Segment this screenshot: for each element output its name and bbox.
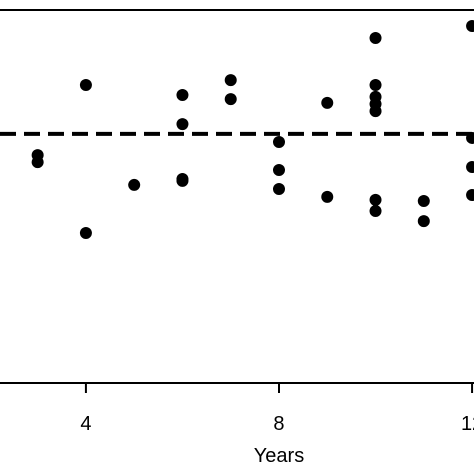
point [272, 164, 285, 177]
x-tick-label: 4 [80, 413, 91, 435]
point [466, 189, 474, 202]
point [369, 105, 382, 118]
point [369, 78, 382, 91]
point [272, 183, 285, 196]
point [417, 194, 430, 207]
point [31, 156, 44, 169]
point [176, 174, 189, 187]
point [79, 227, 92, 240]
x-tick-label: 12 [461, 413, 474, 435]
point [369, 193, 382, 206]
point [79, 78, 92, 91]
point [369, 31, 382, 44]
point [466, 20, 474, 33]
point [321, 96, 334, 109]
point [224, 74, 237, 87]
point [176, 89, 189, 102]
point [466, 131, 474, 144]
point [128, 178, 141, 191]
point [417, 215, 430, 228]
point [224, 93, 237, 106]
point [321, 190, 334, 203]
point [466, 161, 474, 174]
x-axis-label: Years [254, 445, 304, 467]
point [369, 205, 382, 218]
point [176, 118, 189, 131]
x-tick-label: 8 [273, 413, 284, 435]
point [272, 136, 285, 149]
